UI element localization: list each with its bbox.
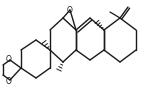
Text: O: O	[6, 76, 12, 85]
Text: O: O	[67, 5, 73, 14]
Text: O: O	[6, 55, 12, 64]
